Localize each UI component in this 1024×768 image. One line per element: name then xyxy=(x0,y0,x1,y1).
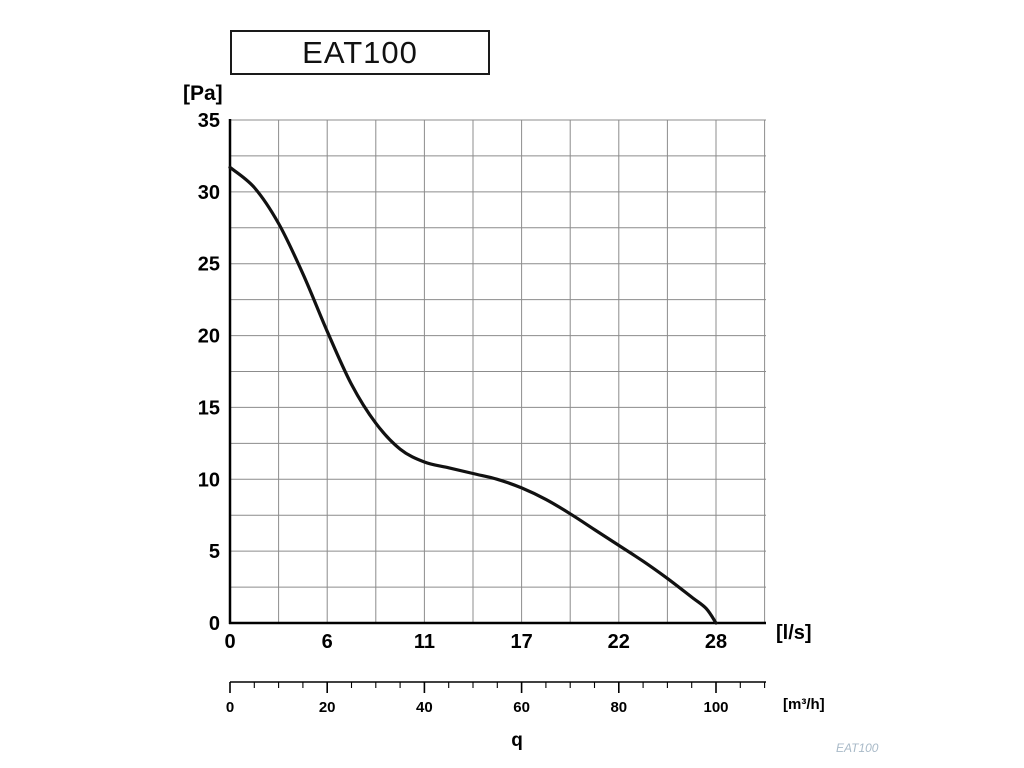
svg-text:6: 6 xyxy=(322,631,333,653)
svg-text:0: 0 xyxy=(226,699,234,716)
y-axis-unit-label: [Pa] xyxy=(183,82,223,105)
svg-text:30: 30 xyxy=(198,182,220,204)
model-title: EAT100 xyxy=(302,34,418,70)
svg-text:0: 0 xyxy=(224,631,235,653)
svg-text:80: 80 xyxy=(610,699,627,716)
svg-text:25: 25 xyxy=(198,254,220,276)
x-axis-quantity-label: q xyxy=(511,730,523,751)
svg-text:5: 5 xyxy=(209,541,220,563)
svg-text:22: 22 xyxy=(608,631,630,653)
svg-text:0: 0 xyxy=(209,613,220,635)
watermark-text: EAT100 xyxy=(836,741,879,755)
svg-text:10: 10 xyxy=(198,469,220,491)
model-title-box: EAT100 xyxy=(230,30,490,75)
svg-text:40: 40 xyxy=(416,699,433,716)
svg-text:100: 100 xyxy=(703,699,728,716)
svg-text:28: 28 xyxy=(705,631,727,653)
svg-text:35: 35 xyxy=(198,110,220,132)
svg-text:17: 17 xyxy=(510,631,532,653)
x-axis-secondary-unit-label: [m³/h] xyxy=(783,696,825,713)
svg-text:60: 60 xyxy=(513,699,530,716)
svg-text:20: 20 xyxy=(198,326,220,348)
svg-text:20: 20 xyxy=(319,699,336,716)
svg-text:11: 11 xyxy=(414,631,435,653)
x-axis-primary-unit-label: [l/s] xyxy=(776,622,812,644)
svg-text:15: 15 xyxy=(198,397,220,419)
